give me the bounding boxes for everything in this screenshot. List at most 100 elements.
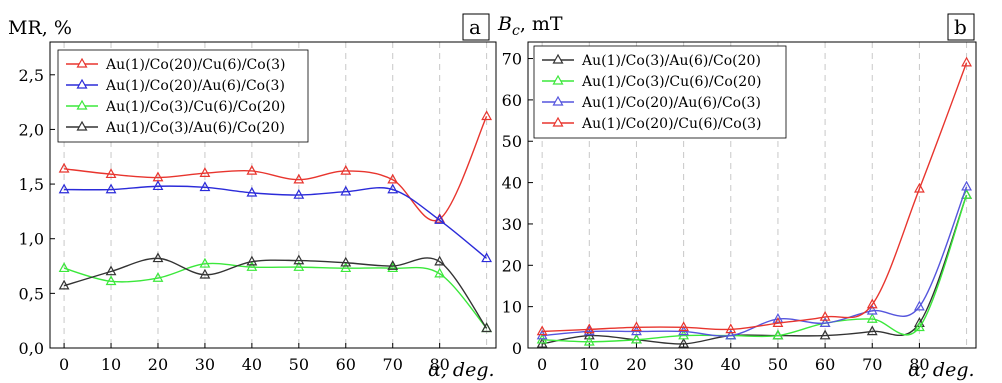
legend-label: Au(1)/Co(20)/Cu(6)/Co(3) xyxy=(581,116,762,132)
legend-label: Au(1)/Co(3)/Cu(6)/Co(20) xyxy=(105,99,286,115)
data-point xyxy=(725,323,737,334)
data-point xyxy=(340,185,352,196)
data-point xyxy=(819,310,831,321)
data-point xyxy=(819,317,831,327)
legend-label: Au(1)/Co(3)/Au(6)/Co(20) xyxy=(581,53,761,69)
data-point xyxy=(199,181,211,192)
data-point xyxy=(961,56,972,67)
data-point xyxy=(819,329,831,340)
x-tick-label: 50 xyxy=(289,355,309,374)
legend-label: Au(1)/Co(20)/Au(6)/Co(3) xyxy=(581,95,761,111)
data-point xyxy=(152,180,164,191)
data-point xyxy=(434,214,446,224)
x-tick-label: 30 xyxy=(195,355,215,374)
x-tick-label: 10 xyxy=(101,355,121,374)
x-tick-label: 80 xyxy=(429,355,449,374)
x-tick-label: 40 xyxy=(721,355,741,374)
legend-label: Au(1)/Co(3)/Cu(6)/Co(20) xyxy=(581,74,762,90)
legend-label: Au(1)/Co(3)/Au(6)/Co(20) xyxy=(105,120,285,136)
y-tick-label: 50 xyxy=(502,132,522,151)
data-point xyxy=(293,188,305,199)
panel-label-box: a xyxy=(462,13,490,41)
data-point xyxy=(387,173,399,184)
x-tick-label: 0 xyxy=(537,355,547,374)
legend-marker xyxy=(552,95,564,106)
data-point xyxy=(58,162,70,173)
data-point xyxy=(583,335,595,346)
data-point xyxy=(340,262,352,273)
data-point xyxy=(246,186,258,197)
data-point xyxy=(387,259,399,270)
y-tick-label: 60 xyxy=(502,91,522,110)
x-tick-label: 0 xyxy=(59,355,69,374)
x-tick-label: 70 xyxy=(862,355,882,374)
series-line xyxy=(542,62,968,333)
x-tick-label: 20 xyxy=(626,355,646,374)
data-point xyxy=(199,257,211,268)
data-point xyxy=(913,321,925,332)
y-tick-label: 10 xyxy=(502,298,522,317)
data-point xyxy=(105,183,117,194)
plot-frame xyxy=(49,41,497,349)
y-tick-label: 20 xyxy=(502,256,522,275)
y-tick-label: 1,5 xyxy=(19,175,44,194)
legend-box xyxy=(533,45,787,139)
y-tick-label: 40 xyxy=(502,174,522,193)
legend-marker xyxy=(76,78,88,89)
data-point xyxy=(293,173,305,184)
series-line xyxy=(542,194,968,343)
legend-label: Au(1)/Co(20)/Cu(6)/Co(3) xyxy=(105,57,286,73)
legend-marker xyxy=(76,57,88,68)
data-point xyxy=(58,262,70,273)
legend-box xyxy=(57,49,309,143)
data-point xyxy=(866,325,878,336)
data-point xyxy=(387,183,399,194)
data-point xyxy=(152,252,164,263)
data-point xyxy=(387,262,399,273)
data-point xyxy=(678,321,690,332)
data-point xyxy=(961,180,972,191)
y-tick-label: 0,5 xyxy=(19,284,44,303)
y-tick-label: 2,5 xyxy=(19,66,44,85)
data-point xyxy=(340,164,352,175)
legend-marker xyxy=(552,53,564,64)
panel-a: MR, % a α, deg. 0,0 0,5 1,0 1,5 2,0 2,5 0 10 20 3… xyxy=(8,13,497,381)
series-line xyxy=(64,116,488,222)
y-axis-label: Bc, mT xyxy=(497,13,563,39)
data-point xyxy=(58,183,70,194)
data-point xyxy=(293,261,305,271)
legend-label: Au(1)/Co(20)/Au(6)/Co(3) xyxy=(105,78,285,94)
data-point xyxy=(583,325,595,336)
data-point xyxy=(866,298,878,309)
data-point xyxy=(678,337,690,348)
data-point xyxy=(536,325,548,336)
data-point xyxy=(481,252,493,263)
data-point xyxy=(246,164,258,175)
data-point xyxy=(913,300,925,311)
data-point xyxy=(631,333,642,344)
x-tick-label: 30 xyxy=(673,355,693,374)
x-tick-label: 60 xyxy=(336,355,356,374)
y-tick-label: 0,0 xyxy=(19,339,44,358)
panel-label: b xyxy=(954,15,967,39)
panel-b: Bc, mT b α, deg. 0 10 20 30 40 50 60 70 0 10 20 30 4… xyxy=(497,13,977,381)
series-line xyxy=(63,257,488,329)
data-point xyxy=(434,267,446,278)
y-tick-label: 0 xyxy=(512,339,522,358)
data-point xyxy=(631,321,642,332)
y-tick-label: 30 xyxy=(502,215,522,234)
legend-marker xyxy=(552,116,564,127)
data-point xyxy=(481,322,493,333)
series-line xyxy=(542,186,968,337)
plot-frame xyxy=(527,41,977,349)
data-point xyxy=(772,317,784,327)
panel-label-box: b xyxy=(947,13,975,41)
y-tick-label: 70 xyxy=(502,50,522,69)
y-tick-label: 2,0 xyxy=(19,120,44,139)
data-point xyxy=(152,272,164,282)
data-point xyxy=(725,329,737,340)
data-point xyxy=(58,279,70,290)
x-tick-label: 40 xyxy=(242,355,262,374)
data-point xyxy=(105,168,117,179)
